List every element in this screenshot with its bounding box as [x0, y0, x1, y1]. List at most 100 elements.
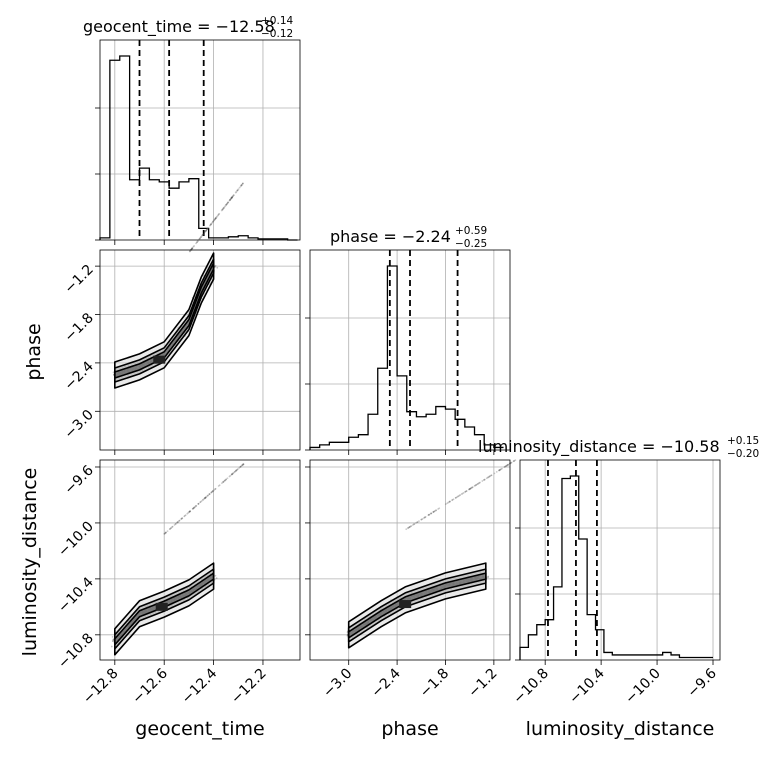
scatter-point — [490, 474, 493, 477]
scatter-point — [488, 475, 491, 478]
scatter-point — [195, 505, 197, 507]
scatter-point — [241, 464, 244, 467]
svg-text:phase = −2.24: phase = −2.24 — [330, 227, 451, 246]
scatter-point — [240, 184, 243, 187]
scatter-point — [486, 476, 489, 479]
scatter-point — [210, 222, 213, 225]
panel-hist-geocent_time — [99, 39, 301, 241]
scatter-point — [452, 498, 455, 501]
scatter-point — [204, 496, 207, 499]
scatter-point — [346, 634, 349, 637]
scatter-point — [206, 227, 209, 230]
scatter-point — [225, 203, 228, 206]
xlabel-phase: phase — [381, 718, 438, 740]
scatter-point — [438, 507, 441, 510]
scatter-point — [451, 498, 454, 501]
scatter-point — [230, 196, 233, 199]
scatter-point — [471, 486, 474, 488]
scatter-point — [418, 520, 420, 523]
scatter-point — [456, 495, 459, 498]
scatter-point — [225, 203, 228, 206]
scatter-point — [213, 219, 215, 222]
scatter-point — [180, 517, 183, 520]
scatter-point — [214, 574, 217, 577]
scatter-point — [192, 507, 195, 510]
scatter-point — [194, 505, 197, 508]
scatter-point — [217, 213, 220, 216]
scatter-point — [227, 201, 230, 204]
scatter-point — [458, 494, 461, 497]
scatter-point — [504, 465, 506, 468]
scatter-point — [163, 532, 166, 535]
scatter-point — [112, 640, 114, 642]
scatter-point — [177, 520, 180, 523]
scatter-point — [240, 184, 243, 186]
scatter-point — [213, 218, 216, 221]
scatter-point — [225, 478, 228, 481]
x-tick-label: −12.2 — [228, 666, 270, 708]
scatter-point — [514, 459, 517, 462]
scatter-point — [235, 190, 238, 193]
scatter-point — [222, 480, 225, 483]
scatter-point — [205, 229, 207, 232]
scatter-point — [212, 489, 215, 492]
scatter-point — [201, 233, 204, 236]
ylabel-luminosity-distance: luminosity_distance — [19, 468, 41, 657]
scatter-point — [408, 526, 411, 528]
scatter-point — [499, 468, 502, 471]
scatter-point — [199, 237, 201, 240]
scatter-point — [482, 479, 485, 482]
scatter-point — [230, 196, 233, 199]
scatter-point — [203, 497, 206, 500]
scatter-point — [231, 473, 234, 475]
scatter-point — [188, 510, 191, 513]
x-tick-label: −2.4 — [369, 665, 404, 700]
scatter-point — [242, 463, 245, 466]
scatter-point — [189, 510, 192, 513]
scatter-point — [189, 510, 191, 513]
scatter-point — [224, 479, 226, 482]
scatter-point — [448, 501, 451, 503]
scatter-point — [228, 475, 231, 478]
scatter-point — [224, 204, 227, 207]
scatter-point — [174, 522, 177, 525]
scatter-point — [512, 460, 515, 463]
scatter-point — [199, 236, 202, 239]
x-tick-label: −10.8 — [510, 666, 552, 708]
scatter-point — [481, 480, 484, 482]
ylabel-phase: phase — [23, 323, 45, 380]
scatter-point — [235, 469, 238, 472]
panel-hist-phase — [309, 249, 511, 451]
scatter-point — [451, 499, 453, 502]
scatter-point — [221, 208, 224, 211]
title-geocent-time-upper: +0.14 — [261, 15, 293, 27]
scatter-point — [478, 482, 481, 484]
scatter-point — [208, 493, 211, 496]
title-phase-lower: −0.25 — [455, 238, 487, 250]
scatter-point — [214, 265, 216, 268]
scatter-point — [204, 496, 207, 499]
scatter-point — [200, 500, 203, 502]
scatter-point — [413, 523, 416, 525]
scatter-point — [230, 197, 233, 200]
scatter-point — [506, 463, 509, 466]
scatter-point — [473, 484, 476, 487]
scatter-point — [447, 501, 450, 504]
scatter-point — [435, 509, 437, 512]
scatter-point — [209, 223, 212, 226]
scatter-point — [188, 250, 191, 253]
scatter-point — [111, 640, 114, 642]
scatter-point — [238, 467, 241, 469]
scatter-point — [485, 477, 488, 480]
scatter-point — [204, 497, 207, 499]
scatter-point — [433, 510, 436, 513]
scatter-point — [215, 577, 218, 580]
scatter-point — [424, 516, 426, 519]
scatter-point — [214, 217, 217, 220]
scatter-point — [232, 194, 235, 197]
scatter-point — [198, 238, 201, 241]
x-tick-label: −1.8 — [417, 666, 452, 701]
scatter-point — [211, 490, 214, 493]
scatter-point — [239, 185, 242, 188]
scatter-point — [468, 488, 471, 490]
